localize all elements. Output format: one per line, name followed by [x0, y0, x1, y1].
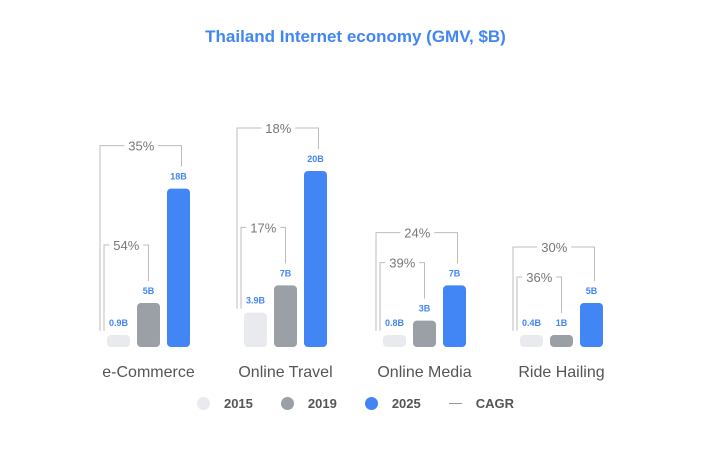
- legend-swatch-2015: [196, 397, 210, 410]
- cagr-label-long-3: 30%: [541, 240, 567, 255]
- cagr-label-short-0: 54%: [113, 238, 139, 253]
- cagr-label-long-0: 35%: [128, 139, 154, 154]
- category-label-3: Ride Hailing: [518, 364, 604, 381]
- data-label-2019-1: 7B: [280, 268, 292, 278]
- legend-label-2025: 2025: [391, 396, 421, 411]
- data-label-2015-0: 0.9B: [109, 318, 129, 328]
- bar-2025-3: [580, 303, 603, 347]
- cagr-bracket-short-left-2: [379, 262, 386, 331]
- bar-2025-1: [304, 171, 327, 347]
- category-label-0: e-Commerce: [102, 364, 195, 381]
- bar-2015-1: [244, 312, 267, 347]
- data-label-2025-1: 20B: [307, 154, 324, 164]
- legend-item-2025: 2025: [364, 396, 421, 411]
- bar-2015-0: [107, 335, 130, 347]
- cagr-bracket-short-left-1: [240, 226, 247, 309]
- data-label-2015-3: 0.4B: [522, 318, 542, 328]
- data-label-2025-0: 18B: [170, 172, 187, 182]
- cagr-label-short-2: 39%: [389, 256, 415, 271]
- cagr-bracket-long-left-2: [375, 232, 401, 331]
- cagr-bracket-short-right-1: [280, 226, 286, 264]
- legend-swatch-cagr: [448, 403, 462, 404]
- data-label-2025-3: 5B: [586, 286, 598, 296]
- legend: 2015 2019 2025 CAGR: [0, 396, 711, 411]
- bar-2015-2: [383, 335, 406, 347]
- cagr-bracket-long-left-0: [99, 145, 125, 331]
- legend-label-2015: 2015: [223, 396, 253, 411]
- cagr-label-long-2: 24%: [404, 226, 430, 241]
- legend-item-2015: 2015: [196, 396, 253, 411]
- cagr-bracket-short-right-2: [419, 262, 425, 299]
- cagr-bracket-short-right-3: [556, 276, 562, 313]
- cagr-bracket-long-right-1: [295, 127, 319, 149]
- cagr-bracket-long-left-1: [236, 127, 262, 309]
- legend-label-cagr: CAGR: [475, 396, 515, 411]
- bar-2019-1: [274, 285, 297, 347]
- category-label-2: Online Media: [377, 364, 471, 381]
- data-label-2019-0: 5B: [143, 286, 155, 296]
- cagr-bracket-long-right-3: [571, 246, 595, 281]
- cagr-label-short-1: 17%: [250, 220, 276, 235]
- data-label-2019-3: 1B: [556, 318, 568, 328]
- data-label-2015-2: 0.8B: [385, 318, 405, 328]
- cagr-label-short-3: 36%: [526, 270, 552, 285]
- bar-2019-2: [413, 320, 436, 347]
- bar-2019-3: [550, 335, 573, 347]
- cagr-bracket-long-left-3: [512, 246, 538, 331]
- cagr-bracket-short-left-0: [103, 244, 110, 331]
- cagr-bracket-short-right-0: [143, 244, 149, 281]
- legend-label-2019: 2019: [307, 396, 337, 411]
- bar-2015-3: [520, 335, 543, 347]
- legend-item-2019: 2019: [280, 396, 337, 411]
- cagr-label-long-1: 18%: [265, 121, 291, 136]
- legend-swatch-2025: [364, 397, 378, 410]
- data-label-2015-1: 3.9B: [246, 296, 266, 306]
- category-label-1: Online Travel: [238, 364, 332, 381]
- bar-2025-0: [167, 188, 190, 347]
- cagr-bracket-short-left-3: [516, 276, 523, 331]
- cagr-bracket-long-right-2: [434, 232, 458, 264]
- cagr-bracket-long-right-0: [158, 145, 182, 167]
- bar-2019-0: [137, 303, 160, 347]
- data-label-2025-2: 7B: [449, 268, 461, 278]
- data-label-2019-2: 3B: [419, 304, 431, 314]
- legend-swatch-2019: [280, 397, 294, 410]
- bar-2025-2: [443, 285, 466, 347]
- legend-item-cagr: CAGR: [448, 396, 515, 411]
- chart-title: Thailand Internet economy (GMV, $B): [205, 27, 506, 46]
